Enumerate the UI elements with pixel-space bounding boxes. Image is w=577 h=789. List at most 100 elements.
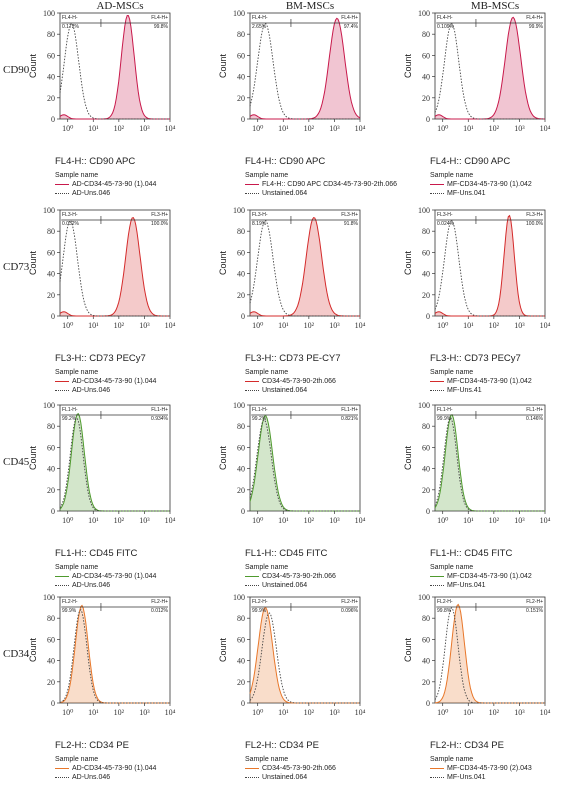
legend-entry: CD34-45-73-90-2th.066 (245, 572, 336, 581)
legend-swatch (55, 585, 69, 586)
legend-entry: FL4-H:: CD90 APC CD34-45-73-90-2th.066 (245, 180, 397, 189)
column-title: BM-MSCs (285, 0, 335, 12)
x-tick-label: 10¹ (463, 321, 474, 330)
y-axis-label: Count (403, 446, 413, 471)
sample-area (435, 414, 545, 511)
histogram-panel: 0 20 40 60 80 100 10⁰ 10¹ 10² 10³ 10⁴ Count FL4-H- 0.… (400, 8, 560, 136)
gate-right-label: FL1-H+ (151, 407, 168, 413)
x-tick-label: 10³ (514, 708, 525, 717)
y-axis-label: Count (403, 251, 413, 276)
histogram-panel: 0 20 40 60 80 100 10⁰ 10¹ 10² 10³ 10⁴ Count FL3-H- 0.… (25, 205, 185, 333)
legend-label: MF-Uns.41 (447, 387, 482, 394)
y-tick-label: 0 (241, 699, 245, 708)
sample-area (250, 415, 360, 511)
sample-series-line (249, 17, 361, 120)
x-tick-label: 10¹ (278, 321, 289, 330)
x-tick-label: 10⁴ (355, 516, 366, 525)
legend: Sample name MF-CD34-45-73-90 (1).042 MF-Un… (430, 171, 532, 198)
legend-label: AD-Uns.046 (72, 582, 111, 589)
legend-header: Sample name (430, 756, 474, 763)
gate-right-label: FL3-H+ (151, 212, 168, 218)
y-tick-label: 80 (422, 422, 430, 431)
legend-entry: CD34-45-73-90-2th.066 (245, 764, 336, 773)
x-tick-label: 10¹ (463, 124, 474, 133)
gate-left-value: 99.9% (252, 608, 267, 614)
y-tick-label: 20 (422, 678, 430, 687)
y-tick-label: 100 (418, 401, 430, 410)
legend-swatch (430, 585, 444, 586)
x-axis-title: FL1-H:: CD45 FITC (55, 548, 138, 559)
legend-entry: AD-Uns.046 (55, 386, 156, 395)
legend-entry: MF-CD34-45-73-90 (1).042 (430, 180, 532, 189)
y-tick-label: 20 (237, 291, 245, 300)
control-series-line (59, 23, 170, 120)
legend-entry: MF-Uns.041 (430, 773, 532, 782)
x-tick-label: 10⁰ (252, 124, 263, 133)
y-tick-label: 100 (233, 9, 245, 18)
x-tick-label: 10² (114, 516, 125, 525)
histogram-panel: 0 20 40 60 80 100 10⁰ 10¹ 10² 10³ 10⁴ Count FL2-H- 99… (215, 592, 375, 720)
column-title: MB-MSCs (470, 0, 520, 12)
plot-frame (434, 12, 546, 120)
legend-entry: AD-Uns.046 (55, 581, 156, 590)
gate-left-label: FL2-H- (62, 599, 78, 605)
x-tick-label: 10¹ (88, 321, 99, 330)
x-tick-label: 10¹ (278, 124, 289, 133)
y-tick-label: 80 (422, 227, 430, 236)
legend-label: MF-CD34-45-73-90 (2).043 (447, 765, 532, 772)
x-tick-label: 10³ (139, 708, 150, 717)
legend-swatch (430, 193, 444, 194)
row-label: CD90 (3, 64, 30, 76)
column-title: AD-MSCs (96, 0, 144, 12)
histogram-panel: 0 20 40 60 80 100 10⁰ 10¹ 10² 10³ 10⁴ Count FL1-H- 99… (25, 400, 185, 528)
legend-label: MF-CD34-45-73-90 (1).042 (447, 573, 532, 580)
x-tick-label: 10⁰ (62, 516, 73, 525)
legend-header: Sample name (245, 756, 289, 763)
legend: Sample name AD-CD34-45-73-90 (1).044 AD-Un… (55, 368, 156, 395)
histogram-panel: 0 20 40 60 80 100 10⁰ 10¹ 10² 10³ 10⁴ Count FL2-H- 99… (25, 592, 185, 720)
gate-left-label: FL1-H- (252, 407, 268, 413)
x-tick-label: 10³ (329, 516, 340, 525)
y-tick-label: 60 (422, 635, 430, 644)
y-tick-label: 100 (233, 206, 245, 215)
y-tick-label: 20 (237, 486, 245, 495)
y-tick-label: 100 (233, 593, 245, 602)
legend-swatch (55, 381, 69, 382)
y-tick-label: 40 (47, 465, 55, 474)
gate-right-label: FL4-H+ (526, 15, 543, 21)
x-axis-title: FL4-H:: CD90 APC (430, 156, 511, 167)
y-tick-label: 0 (241, 507, 245, 516)
legend-label: Unstained.064 (262, 582, 308, 589)
x-tick-label: 10² (304, 516, 315, 525)
gate-right-value: 0.146% (526, 416, 544, 422)
y-tick-label: 80 (237, 30, 245, 39)
legend: Sample name MF-CD34-45-73-90 (1).042 MF-Un… (430, 563, 532, 590)
legend-entry: Unstained.064 (245, 773, 336, 782)
x-axis-title: FL1-H:: CD45 FITC (245, 548, 328, 559)
gate-right-label: FL4-H+ (151, 15, 168, 21)
legend-entry: MF-Uns.041 (430, 189, 532, 198)
y-tick-label: 100 (43, 9, 55, 18)
x-tick-label: 10³ (514, 124, 525, 133)
y-tick-label: 80 (237, 227, 245, 236)
histogram-panel: 0 20 40 60 80 100 10⁰ 10¹ 10² 10³ 10⁴ Count FL3-H- 8.… (215, 205, 375, 333)
y-tick-label: 100 (418, 9, 430, 18)
x-tick-label: 10⁰ (437, 124, 448, 133)
histogram-panel: 0 20 40 60 80 100 10⁰ 10¹ 10² 10³ 10⁴ Count FL1-H- 99… (400, 400, 560, 528)
y-tick-label: 0 (426, 699, 430, 708)
histogram-svg: 0 20 40 60 80 100 10⁰ 10¹ 10² 10³ 10⁴ Count FL1-H- 99… (218, 401, 366, 525)
x-tick-label: 10¹ (88, 516, 99, 525)
x-axis-title: FL4-H:: CD90 APC (245, 156, 326, 167)
y-tick-label: 0 (241, 115, 245, 124)
x-tick-label: 10⁴ (165, 516, 176, 525)
sample-area (250, 18, 360, 119)
legend-header: Sample name (245, 564, 289, 571)
legend-label: CD34-45-73-90-2th.066 (262, 573, 336, 580)
legend: Sample name AD-CD34-45-73-90 (1).044 AD-Un… (55, 755, 156, 782)
y-tick-label: 100 (43, 593, 55, 602)
y-tick-label: 40 (422, 465, 430, 474)
y-tick-label: 100 (43, 401, 55, 410)
y-tick-label: 60 (237, 635, 245, 644)
legend-swatch (245, 768, 259, 769)
y-tick-label: 0 (426, 507, 430, 516)
